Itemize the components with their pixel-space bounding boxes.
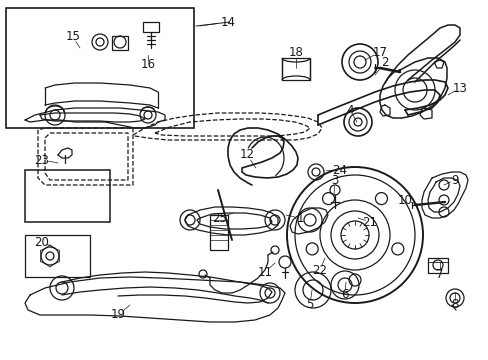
Bar (25, 170, 110, 222)
Text: 6: 6 (341, 288, 348, 302)
Text: 2: 2 (381, 55, 388, 68)
Bar (142, 22, 159, 32)
Bar (427, 258, 447, 273)
Text: 16: 16 (140, 58, 155, 72)
Text: 15: 15 (65, 31, 80, 44)
Text: 14: 14 (220, 15, 235, 28)
Text: 23: 23 (35, 153, 49, 166)
Text: 18: 18 (288, 45, 303, 58)
Text: 17: 17 (372, 45, 386, 58)
Text: 19: 19 (110, 309, 125, 321)
Text: 24: 24 (332, 163, 347, 176)
Text: 11: 11 (257, 266, 272, 279)
Text: 5: 5 (305, 298, 313, 311)
Bar (209, 215, 227, 250)
Bar (6, 8, 194, 128)
Text: 1: 1 (296, 211, 303, 225)
Text: 13: 13 (451, 81, 467, 94)
Text: 22: 22 (312, 264, 327, 276)
Text: 3: 3 (331, 174, 338, 186)
Text: 20: 20 (35, 235, 49, 248)
Text: 21: 21 (362, 216, 377, 229)
Text: 9: 9 (450, 174, 458, 186)
Bar (25, 235, 90, 277)
Text: 7: 7 (435, 269, 443, 282)
Text: 10: 10 (397, 194, 411, 207)
Text: 4: 4 (346, 104, 353, 117)
Bar (282, 58, 309, 80)
Text: 25: 25 (212, 211, 227, 225)
Text: 12: 12 (239, 148, 254, 162)
Text: 8: 8 (450, 298, 458, 311)
Bar (112, 36, 128, 50)
